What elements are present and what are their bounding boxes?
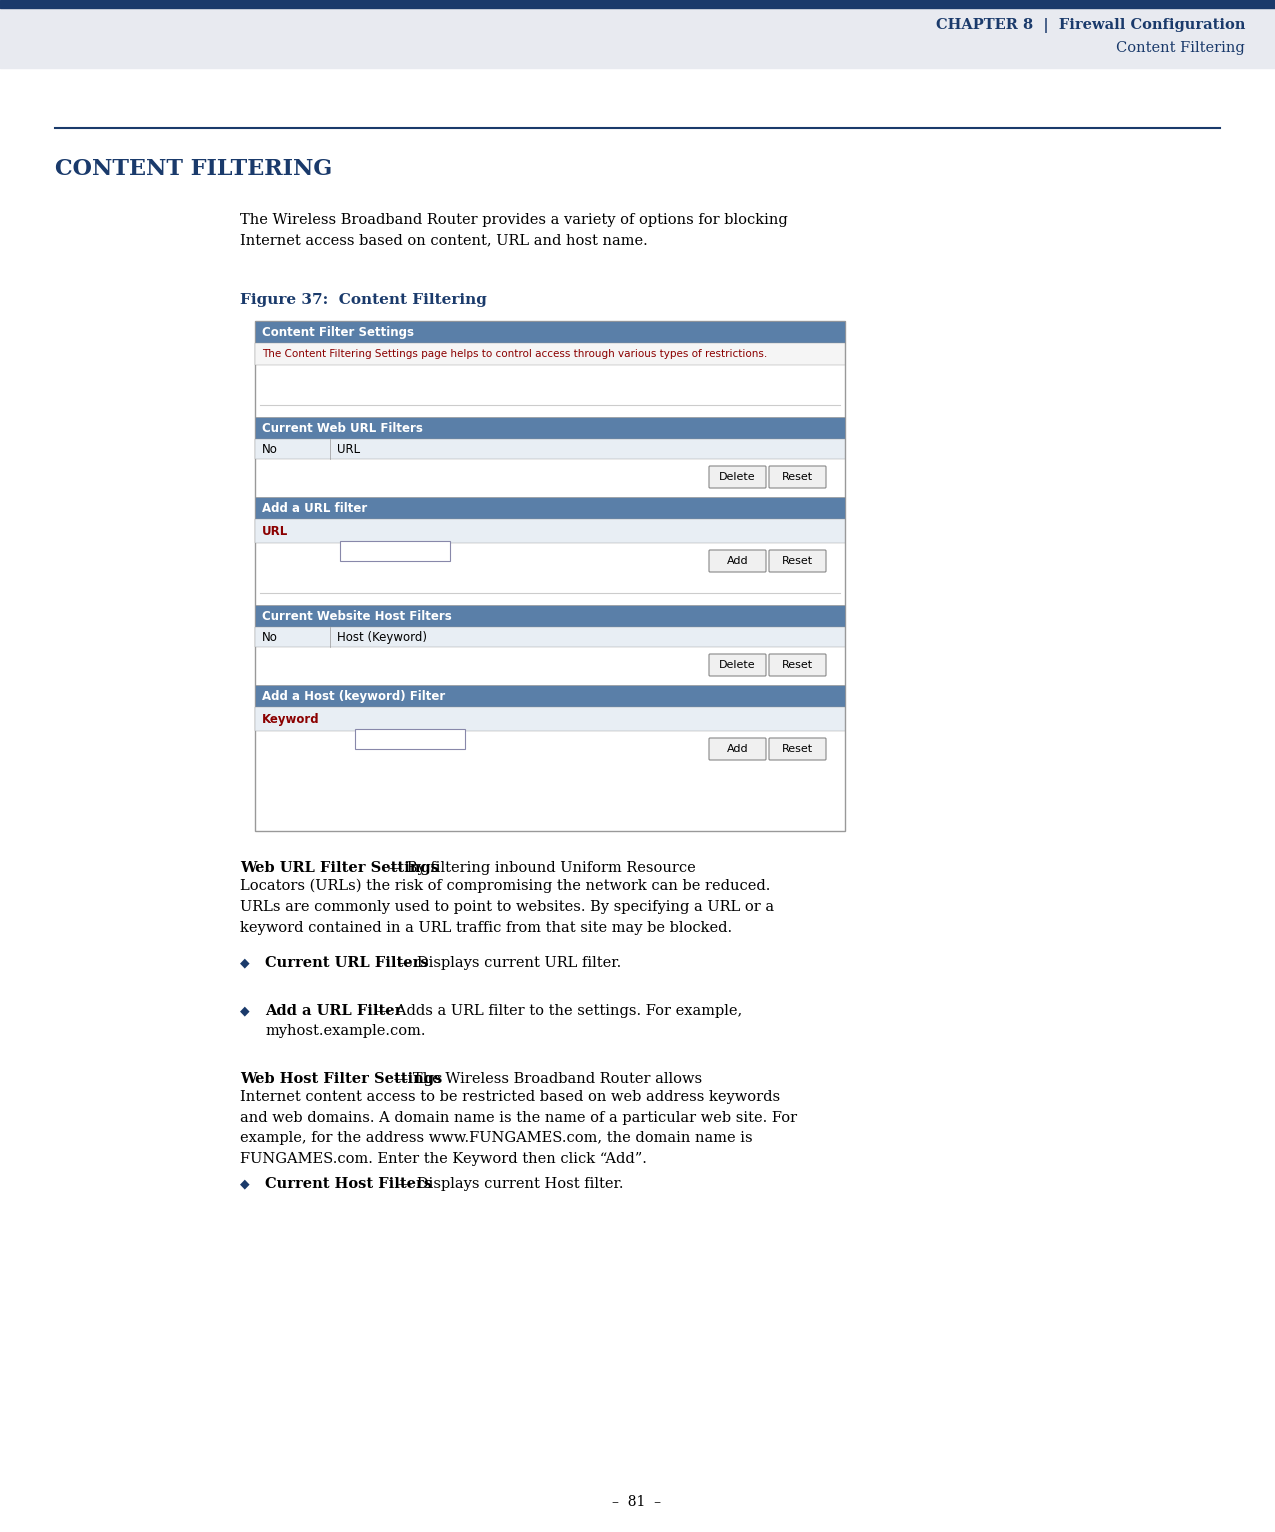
FancyBboxPatch shape [709, 738, 766, 760]
Bar [0, 0, 1275, 8]
FancyBboxPatch shape [769, 466, 826, 489]
Bar [255, 519, 845, 542]
FancyBboxPatch shape [709, 654, 766, 676]
Text: Current Host Filters: Current Host Filters [265, 1177, 432, 1190]
Text: — Displays current Host filter.: — Displays current Host filter. [393, 1177, 623, 1190]
Text: Delete: Delete [719, 660, 756, 669]
Text: — The Wireless Broadband Router allows: — The Wireless Broadband Router allows [389, 1072, 703, 1086]
Text: Web Host Filter Settings: Web Host Filter Settings [240, 1072, 442, 1086]
Bar [340, 541, 450, 561]
FancyBboxPatch shape [769, 738, 826, 760]
Text: No: No [261, 631, 278, 643]
Bar [255, 343, 845, 365]
Bar [255, 706, 845, 731]
Text: Current URL Filters: Current URL Filters [265, 956, 428, 970]
Text: CONTENT FILTERING: CONTENT FILTERING [55, 158, 333, 179]
FancyBboxPatch shape [769, 654, 826, 676]
Text: Reset: Reset [782, 745, 813, 754]
Text: Keyword: Keyword [261, 712, 320, 726]
Bar [255, 627, 845, 647]
Text: Reset: Reset [782, 472, 813, 483]
Text: URL: URL [261, 524, 288, 538]
Text: Add: Add [727, 556, 748, 565]
Bar [255, 685, 845, 706]
Bar [255, 440, 845, 460]
Text: myhost.example.com.: myhost.example.com. [265, 1023, 426, 1039]
Text: Figure 37:  Content Filtering: Figure 37: Content Filtering [240, 293, 487, 306]
Text: The Wireless Broadband Router provides a variety of options for blocking
Interne: The Wireless Broadband Router provides a… [240, 213, 788, 248]
Text: Locators (URLs) the risk of compromising the network can be reduced.
URLs are co: Locators (URLs) the risk of compromising… [240, 879, 774, 935]
Text: –  81  –: – 81 – [612, 1495, 662, 1509]
Text: Add a URL filter: Add a URL filter [261, 501, 367, 515]
Text: Add a Host (keyword) Filter: Add a Host (keyword) Filter [261, 689, 445, 703]
Text: ◆: ◆ [240, 1177, 250, 1190]
Text: Current Website Host Filters: Current Website Host Filters [261, 610, 451, 622]
FancyBboxPatch shape [709, 550, 766, 571]
Text: ◆: ◆ [240, 1003, 250, 1017]
Text: No: No [261, 443, 278, 455]
Bar [255, 496, 845, 519]
Text: Content Filter Settings: Content Filter Settings [261, 325, 414, 339]
Bar [255, 322, 845, 343]
Text: — By filtering inbound Uniform Resource: — By filtering inbound Uniform Resource [382, 861, 695, 875]
FancyBboxPatch shape [769, 550, 826, 571]
Text: URL: URL [337, 443, 360, 455]
Text: Current Web URL Filters: Current Web URL Filters [261, 421, 423, 435]
Bar [255, 605, 845, 627]
Bar [255, 417, 845, 440]
Text: ◆: ◆ [240, 956, 250, 970]
Bar [354, 729, 465, 749]
Text: — Displays current URL filter.: — Displays current URL filter. [393, 956, 621, 970]
Text: — Adds a URL filter to the settings. For example,: — Adds a URL filter to the settings. For… [372, 1003, 742, 1017]
Text: Web URL Filter Settings: Web URL Filter Settings [240, 861, 439, 875]
Bar [255, 322, 845, 830]
Text: Reset: Reset [782, 660, 813, 669]
Text: Delete: Delete [719, 472, 756, 483]
Text: The Content Filtering Settings page helps to control access through various type: The Content Filtering Settings page help… [261, 349, 768, 358]
Text: Add: Add [727, 745, 748, 754]
Text: Host (Keyword): Host (Keyword) [337, 631, 427, 643]
Text: Add a URL Filter: Add a URL Filter [265, 1003, 403, 1017]
FancyBboxPatch shape [709, 466, 766, 489]
Text: Reset: Reset [782, 556, 813, 565]
Text: Content Filtering: Content Filtering [1116, 41, 1244, 55]
Bar [0, 0, 1275, 67]
Text: CHAPTER 8  |  Firewall Configuration: CHAPTER 8 | Firewall Configuration [936, 17, 1244, 32]
Text: Internet content access to be restricted based on web address keywords
and web d: Internet content access to be restricted… [240, 1089, 797, 1166]
